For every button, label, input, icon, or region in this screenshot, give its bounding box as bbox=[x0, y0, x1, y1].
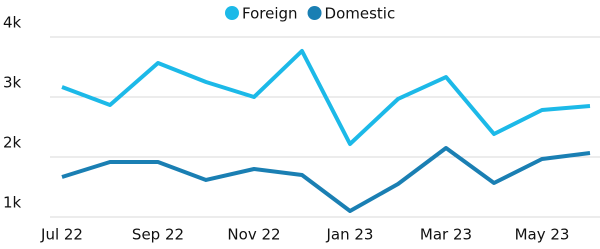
y-tick-label: 4k bbox=[3, 14, 22, 32]
y-tick-label: 3k bbox=[3, 74, 22, 92]
series-line bbox=[61, 48, 591, 146]
y-tick-label: 2k bbox=[3, 134, 22, 152]
x-tick-label: Jul 22 bbox=[40, 226, 83, 244]
legend-marker bbox=[225, 6, 239, 20]
legend: Foreign Domestic bbox=[225, 5, 395, 23]
y-tick-label: 1k bbox=[3, 194, 22, 212]
x-tick-label: Jan 23 bbox=[326, 226, 374, 244]
legend-marker bbox=[307, 6, 322, 20]
legend-label: Foreign bbox=[242, 5, 298, 23]
x-tick-label: Sep 22 bbox=[132, 226, 184, 244]
x-tick-label: May 23 bbox=[515, 226, 570, 244]
series-line bbox=[61, 146, 591, 213]
x-tick-label: Mar 23 bbox=[420, 226, 472, 244]
legend-label: Domestic bbox=[325, 5, 396, 23]
x-tick-label: Nov 22 bbox=[227, 226, 280, 244]
